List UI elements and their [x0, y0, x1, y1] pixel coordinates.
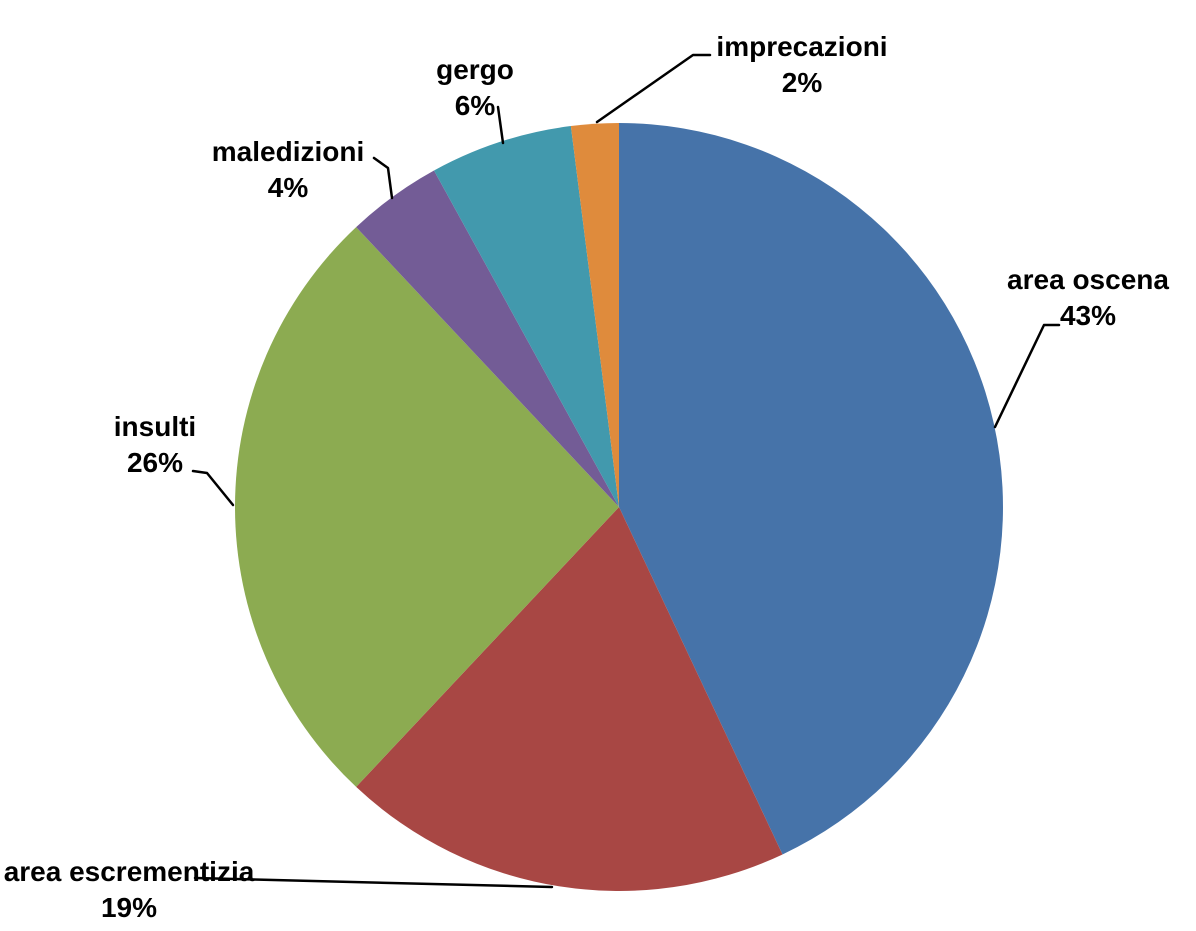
pie-label-name: gergo	[436, 54, 514, 85]
pie-label-area-oscena: area oscena 43%	[1007, 262, 1169, 334]
pie-label-name: imprecazioni	[716, 31, 888, 62]
pie-label-name: maledizioni	[211, 136, 365, 167]
pie-label-name: insulti	[113, 411, 197, 442]
pie-label-percent: 2%	[781, 67, 823, 98]
pie-label-percent: 4%	[267, 172, 309, 203]
pie-label-percent: 19%	[100, 892, 158, 923]
pie-slice-maledizioni[interactable]	[356, 170, 619, 508]
pie-label-percent: 43%	[1059, 300, 1117, 331]
pie-slice-area-oscena[interactable]	[619, 123, 1003, 855]
leader-line-insulti	[191, 469, 235, 507]
leader-line-imprecazioni	[595, 53, 712, 124]
pie-slice-gergo[interactable]	[434, 126, 619, 507]
pie-label-insulti: insulti 26%	[114, 409, 196, 481]
leader-line-maledizioni	[372, 156, 394, 200]
leader-line-gergo	[496, 105, 505, 145]
pie-label-maledizioni: maledizioni 4%	[212, 134, 364, 206]
leader-line-area-oscena	[993, 323, 1061, 429]
pie-label-percent: 6%	[454, 90, 496, 121]
pie-label-imprecazioni: imprecazioni 2%	[716, 29, 887, 101]
pie-label-percent: 26%	[126, 447, 184, 478]
pie-label-name: area oscena	[1007, 264, 1169, 295]
pie-slice-insulti[interactable]	[235, 227, 620, 787]
pie-slice-area-escrementizia[interactable]	[356, 507, 783, 891]
leader-line-area-escrementizia	[193, 876, 554, 889]
pie-label-area-escrementizia: area escrementizia 19%	[4, 854, 255, 926]
leader-lines-group	[191, 53, 1061, 889]
pie-slice-imprecazioni[interactable]	[570, 123, 619, 507]
pie-label-gergo: gergo 6%	[436, 52, 514, 124]
pie-slices-group	[235, 123, 1003, 891]
pie-label-name: area escrementizia	[3, 856, 255, 887]
